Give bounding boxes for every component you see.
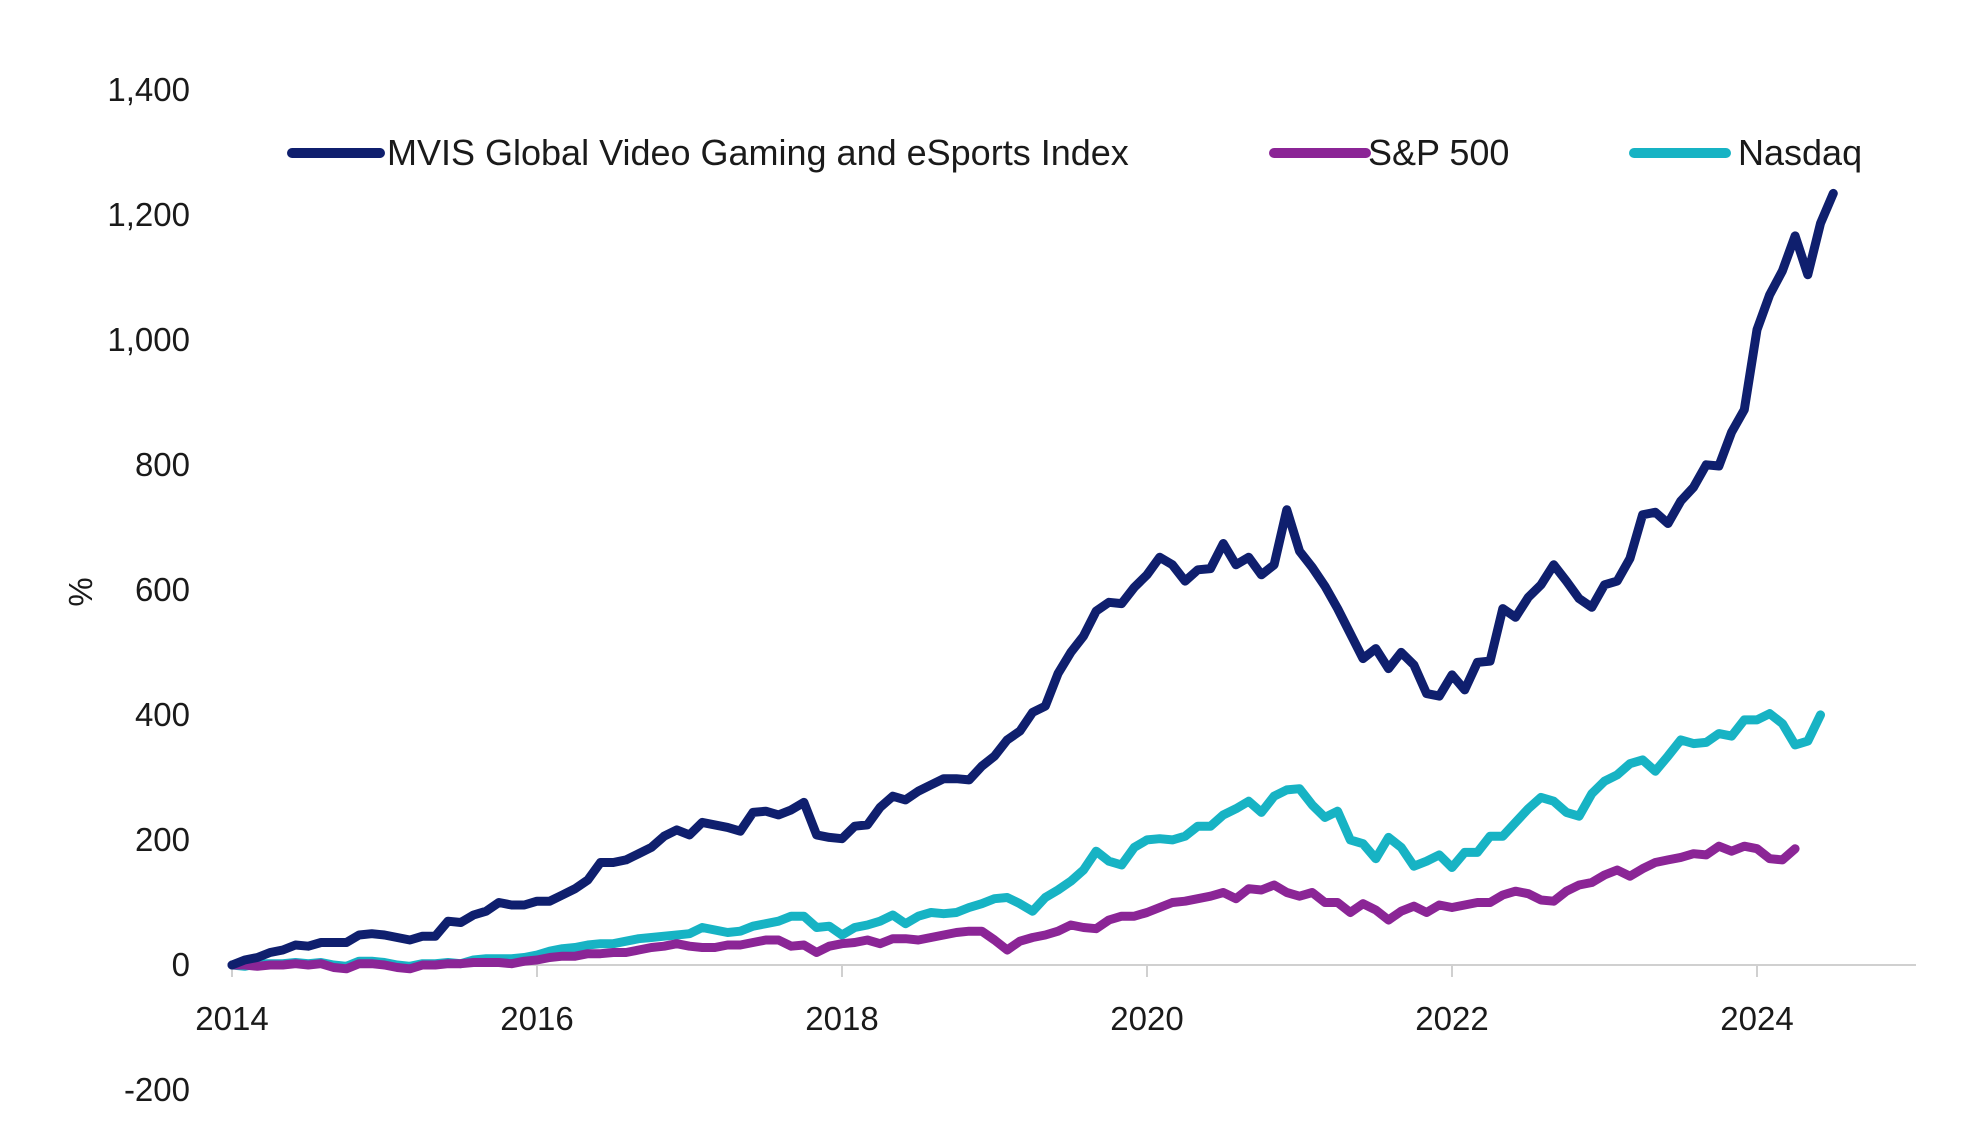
x-tick-label: 2016 (500, 1000, 573, 1037)
y-tick-labels: 1,400 1,200 1,000 800 600 400 200 0 -200 (107, 71, 190, 1108)
legend-label-sp500: S&P 500 (1368, 132, 1509, 173)
y-tick-label: 200 (135, 821, 190, 858)
series-line-mvis (227, 188, 1838, 970)
x-tick-label: 2022 (1415, 1000, 1488, 1037)
x-tick-label: 2020 (1110, 1000, 1183, 1037)
legend: MVIS Global Video Gaming and eSports Ind… (287, 132, 1862, 173)
y-tick-label: 1,000 (107, 321, 190, 358)
y-tick-label: -200 (124, 1071, 190, 1108)
legend-label-mvis: MVIS Global Video Gaming and eSports Ind… (387, 132, 1129, 173)
x-tick-label: 2014 (195, 1000, 268, 1037)
legend-label-nasdaq: Nasdaq (1738, 132, 1862, 173)
y-tick-label: 800 (135, 446, 190, 483)
y-tick-label: 1,400 (107, 71, 190, 108)
y-tick-label: 400 (135, 696, 190, 733)
x-tick-labels: 2014 2016 2018 2020 2022 2024 (195, 1000, 1793, 1037)
y-tick-label: 1,200 (107, 196, 190, 233)
y-tick-label: 600 (135, 571, 190, 608)
series-line-sp500 (227, 841, 1800, 974)
series-line-nasdaq (227, 709, 1825, 971)
y-axis-title: % (62, 577, 99, 606)
x-tick-label: 2018 (805, 1000, 878, 1037)
series-lines (227, 188, 1838, 974)
y-tick-label: 0 (172, 946, 190, 983)
x-tick-label: 2024 (1720, 1000, 1793, 1037)
